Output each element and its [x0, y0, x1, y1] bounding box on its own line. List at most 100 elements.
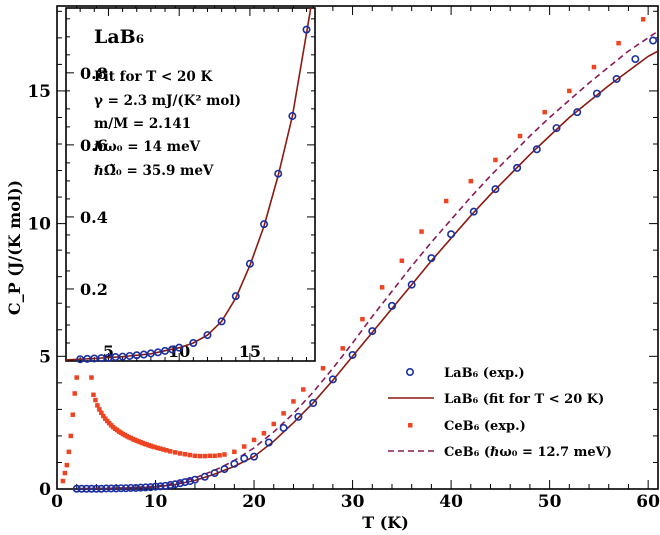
data-point: [151, 482, 160, 491]
data-point: [368, 327, 377, 336]
data-point: [62, 470, 68, 476]
main-plot-frame: [56, 5, 659, 490]
data-point: [146, 483, 155, 492]
data-point: [161, 447, 166, 452]
data-point: [197, 453, 203, 459]
main-plot: 0 10 20 30 40 50 60 0 5 10 15 T (K) C_P (J/(K mol)): [5, 5, 660, 532]
x-tick-label: 60: [636, 492, 660, 512]
data-point: [379, 285, 385, 290]
data-point: [427, 254, 436, 263]
data-point: [491, 185, 500, 194]
data-point: [166, 481, 175, 490]
data-point: [68, 433, 74, 439]
data-point: [340, 346, 345, 351]
data-point: [181, 478, 190, 487]
y-tick-label: 0: [39, 480, 51, 500]
data-point: [612, 74, 621, 83]
inset-x-tick-label: 15: [239, 342, 261, 361]
data-point: [186, 477, 195, 486]
data-point: [649, 36, 658, 45]
data-point: [573, 108, 582, 117]
data-point: [72, 391, 77, 396]
x-tick-label: 20: [242, 492, 266, 512]
main-series: [60, 17, 658, 493]
data-point: [640, 17, 646, 22]
data-point: [187, 452, 193, 458]
data-point: [591, 64, 597, 70]
data-point: [70, 412, 76, 417]
data-point: [264, 438, 273, 447]
data-point: [240, 454, 249, 463]
inset-y-tick-label: 0.4: [80, 208, 108, 227]
data-point: [348, 350, 357, 359]
data-point: [222, 452, 227, 457]
data-point: [261, 431, 267, 436]
data-point: [360, 316, 365, 322]
data-point: [301, 387, 306, 392]
data-point: [103, 416, 108, 421]
inset-x-tick-label: 5: [103, 342, 114, 361]
data-point: [155, 445, 160, 451]
data-point: [158, 446, 163, 451]
data-point: [217, 317, 226, 326]
data-point: [220, 465, 229, 474]
data-point: [102, 484, 111, 493]
data-point: [616, 40, 621, 46]
data-point: [66, 449, 72, 455]
data-point: [469, 207, 478, 216]
data-point: [200, 472, 209, 481]
data-point: [231, 292, 240, 301]
data-point: [260, 220, 269, 229]
data-point: [176, 479, 185, 488]
data-point: [207, 453, 212, 459]
inset-series: [66, 8, 312, 364]
data-point: [217, 453, 222, 458]
x-tick-label: 40: [439, 492, 463, 512]
data-point: [161, 346, 170, 355]
data-point: [447, 230, 456, 239]
data-point: [92, 484, 101, 493]
data-point: [241, 444, 247, 449]
data-point: [320, 366, 326, 371]
data-point: [131, 483, 140, 492]
data-point: [309, 399, 318, 408]
data-point: [82, 484, 91, 493]
data-point: [156, 482, 165, 491]
data-point: [232, 449, 237, 455]
data-point: [172, 450, 178, 455]
data-point: [274, 169, 283, 178]
data-point: [117, 484, 126, 493]
data-point: [468, 178, 474, 184]
inset-annotation: ℏω₀ = 14 meV: [94, 139, 201, 155]
data-point: [517, 133, 523, 139]
data-point: [281, 411, 286, 416]
data-point: [230, 459, 239, 468]
data-point: [288, 112, 297, 121]
data-point: [64, 462, 70, 468]
data-point: [294, 412, 303, 421]
data-point: [542, 109, 547, 115]
data-point: [190, 475, 199, 484]
data-point: [95, 403, 100, 408]
data-point: [532, 145, 541, 154]
data-point: [399, 258, 405, 264]
data-point: [164, 448, 169, 453]
y-tick-label: 15: [27, 82, 51, 102]
data-point: [107, 484, 116, 493]
data-point: [74, 375, 79, 380]
data-point: [139, 350, 148, 359]
data-point: [97, 407, 102, 412]
data-point: [152, 444, 157, 450]
data-point: [251, 437, 257, 443]
data-point: [419, 229, 424, 234]
data-point: [192, 453, 198, 459]
x-tick-label: 50: [538, 492, 562, 512]
inset-title: LaB₆: [94, 26, 144, 48]
legend-marker: [405, 367, 414, 376]
data-point: [141, 483, 150, 492]
data-point: [631, 55, 640, 64]
inset-annotation: Fit for T < 20 K: [94, 69, 214, 85]
